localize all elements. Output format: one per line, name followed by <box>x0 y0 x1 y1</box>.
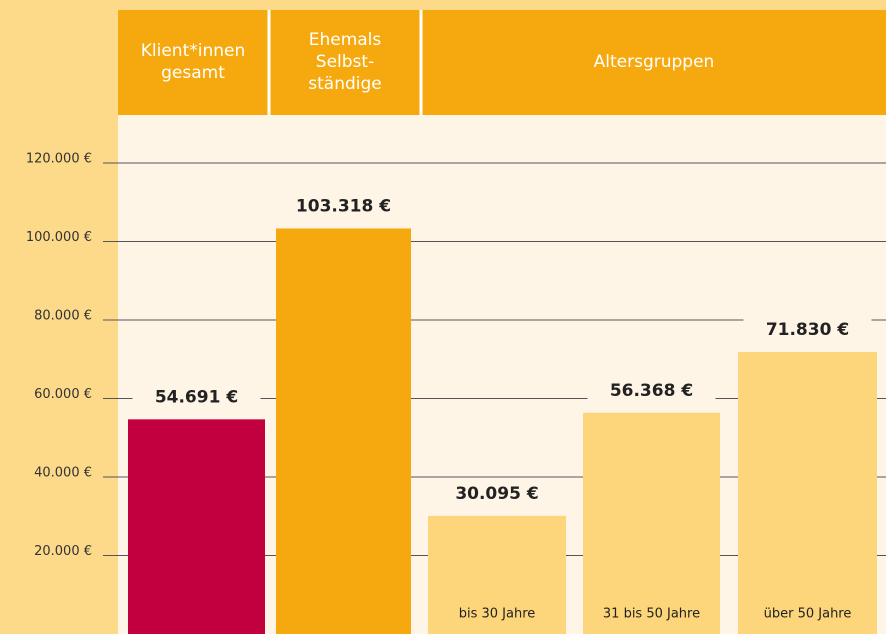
bar <box>738 352 877 634</box>
x-tick-label: 31 bis 50 Jahre <box>603 607 700 622</box>
bar <box>128 419 265 634</box>
header-band <box>118 10 886 115</box>
value-label: 30.095 € <box>455 484 538 504</box>
label-background <box>132 383 261 410</box>
y-tick-label: 20.000 € <box>34 544 92 559</box>
y-tick-label: 120.000 € <box>26 152 92 167</box>
value-label: 54.691 € <box>155 387 238 407</box>
label-background <box>433 479 561 506</box>
value-label: 71.830 € <box>766 320 849 340</box>
x-tick-label: bis 30 Jahre <box>459 607 536 622</box>
y-tick-label: 100.000 € <box>26 230 92 245</box>
y-tick-label: 60.000 € <box>34 387 92 402</box>
value-label: 56.368 € <box>610 381 693 401</box>
header-label: Selbst- <box>316 52 374 72</box>
value-label: 103.318 € <box>296 196 391 216</box>
header-label: Altersgruppen <box>594 52 715 72</box>
header-label: Ehemals <box>309 30 382 50</box>
x-tick-label: über 50 Jahre <box>764 607 852 622</box>
bar <box>276 228 411 634</box>
header-label: gesamt <box>161 63 225 83</box>
bar <box>428 515 566 634</box>
y-tick-label: 80.000 € <box>34 309 92 324</box>
y-tick-label: 40.000 € <box>34 466 92 481</box>
header-label: ständige <box>308 74 381 94</box>
label-background <box>743 316 872 343</box>
label-background <box>587 376 716 403</box>
header-label: Klient*innen <box>141 41 246 61</box>
bar <box>583 412 720 634</box>
label-background <box>279 192 408 219</box>
